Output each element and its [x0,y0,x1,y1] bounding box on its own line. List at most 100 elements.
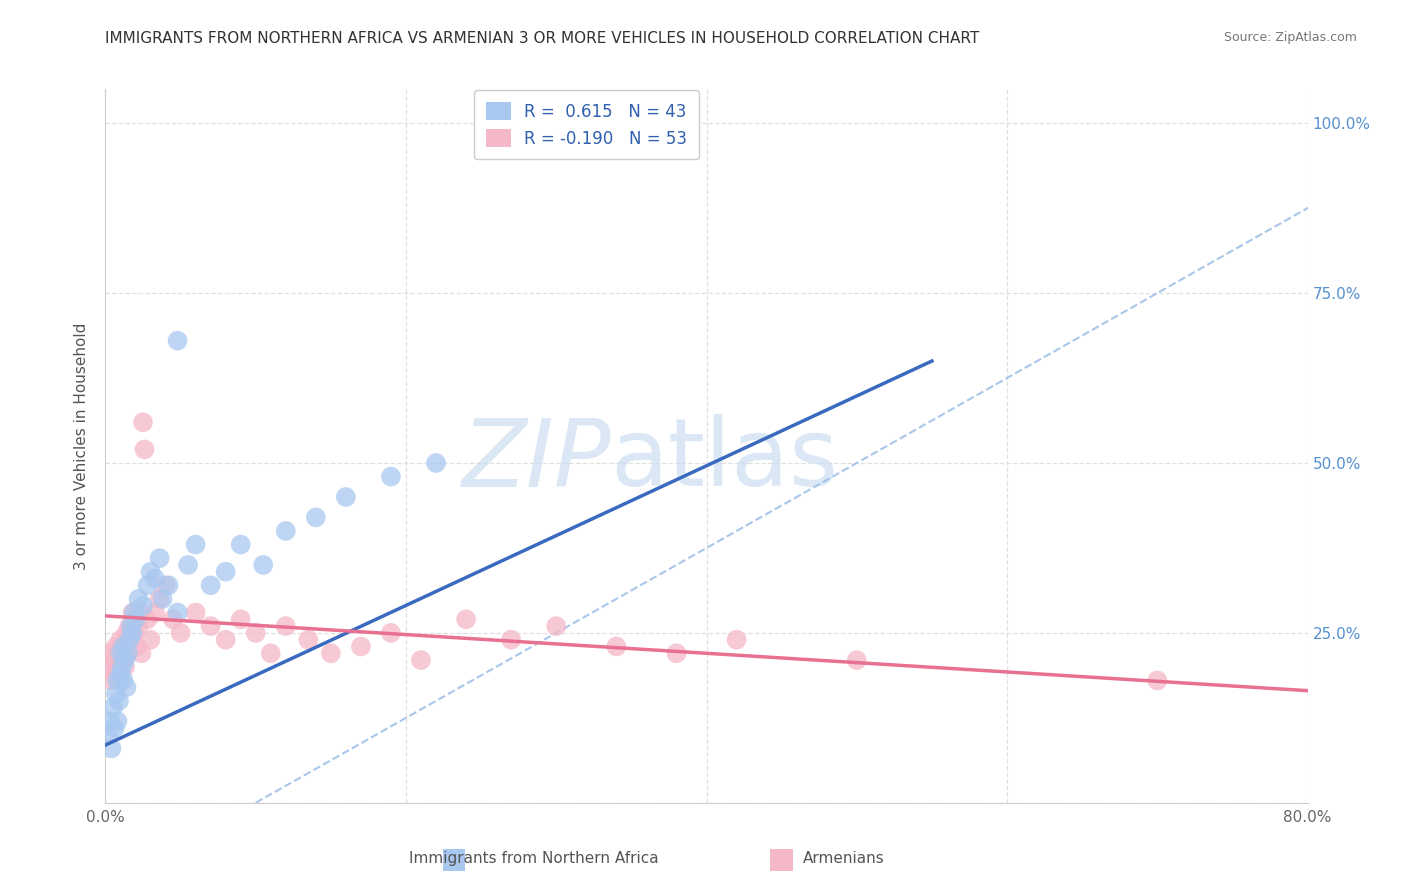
Point [136,578,159,592]
Point [132,415,155,429]
Point [128,591,150,606]
Point [229,612,252,626]
Point [245,626,267,640]
Point [184,606,207,620]
Point [125,640,148,654]
Point [117,646,139,660]
Point [605,640,627,654]
Point [725,632,748,647]
Point [252,558,274,572]
Point [166,606,188,620]
Point [118,619,141,633]
Point [380,626,402,640]
Point [107,714,129,729]
Point [139,632,162,647]
Text: Source: ZipAtlas.com: Source: ZipAtlas.com [1223,31,1357,45]
Point [260,646,283,660]
Point [107,673,129,688]
Point [134,442,156,457]
Point [214,632,236,647]
Y-axis label: 3 or more Vehicles in Household: 3 or more Vehicles in Household [75,322,90,570]
Point [229,537,252,551]
Point [108,694,131,708]
Text: Armenians: Armenians [803,851,884,865]
Point [103,666,125,681]
Point [177,558,200,572]
Point [100,673,122,688]
Point [157,578,180,592]
Point [131,646,153,660]
Point [148,551,170,566]
Point [200,619,222,633]
Point [425,456,447,470]
Point [122,626,145,640]
Point [155,578,177,592]
Point [100,741,122,756]
Point [184,537,207,551]
Point [274,619,297,633]
Point [112,640,135,654]
Point [110,632,132,647]
Point [107,660,129,674]
Point [501,632,523,647]
Point [110,646,132,660]
Point [101,700,124,714]
Point [112,673,135,688]
Point [124,612,146,626]
Point [128,619,150,633]
Point [136,612,159,626]
Point [97,660,120,674]
Point [350,640,373,654]
Point [97,728,120,742]
Point [454,612,477,626]
Point [845,653,868,667]
Point [166,334,188,348]
Point [305,510,328,524]
Point [274,524,297,538]
Point [139,565,162,579]
Point [132,599,155,613]
Point [118,632,141,647]
Point [143,572,166,586]
Point [111,653,134,667]
Point [112,640,135,654]
Point [200,578,222,592]
Point [380,469,402,483]
Point [148,591,170,606]
Point [120,632,142,647]
Point [120,619,142,633]
Point [214,565,236,579]
Point [409,653,432,667]
Point [169,626,191,640]
Point [104,640,127,654]
Point [143,606,166,620]
Point [114,653,136,667]
Point [121,606,143,620]
Point [108,646,131,660]
Point [335,490,357,504]
Text: ZIP: ZIP [461,415,610,506]
Point [111,660,134,674]
Point [103,721,125,735]
Point [121,626,143,640]
Point [665,646,688,660]
Point [98,646,121,660]
Point [122,606,145,620]
Point [152,591,174,606]
Point [124,612,146,626]
Point [117,646,139,660]
Point [98,714,121,729]
Point [297,632,319,647]
Point [115,680,138,694]
Point [546,619,568,633]
Point [129,606,152,620]
Point [1146,673,1168,688]
Point [115,626,138,640]
Point [114,660,136,674]
Point [110,673,132,688]
Legend: R =  0.615   N = 43, R = -0.190   N = 53: R = 0.615 N = 43, R = -0.190 N = 53 [474,90,699,160]
Point [101,653,124,667]
Point [104,687,127,701]
Point [110,666,132,681]
Point [162,612,184,626]
